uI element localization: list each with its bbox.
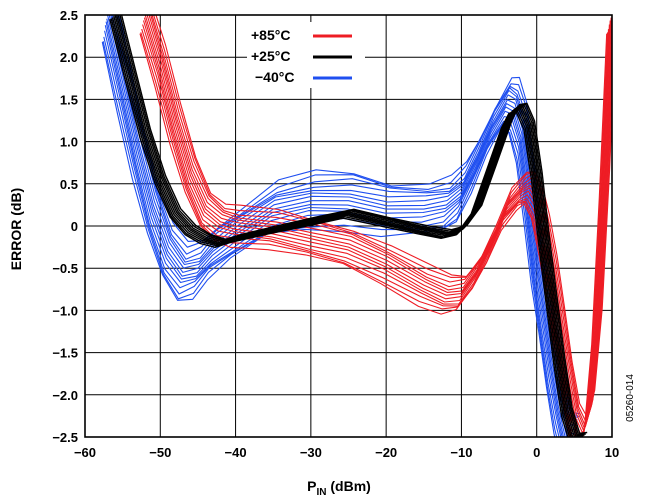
x-axis-title-subscript: IN (317, 487, 327, 497)
series-group (101, 15, 612, 437)
y-tick-label: 2.0 (60, 50, 78, 65)
series-line-85c (153, 15, 612, 424)
series-line-25c (117, 15, 585, 436)
y-tick-labels: 2.5 2.0 1.5 1.0 0.5 0 −0.5 −1.0 −1.5 −2.0 −2.5 (52, 8, 78, 445)
series-line-25c (119, 15, 586, 435)
x-axis-title-unit: (dBm) (327, 478, 371, 494)
x-tick-label: 10 (605, 445, 619, 460)
x-tick-labels: −60 −50 −40 −30 −20 −10 0 10 (74, 445, 619, 460)
series-line-25c (115, 15, 584, 437)
x-tick-label: 0 (533, 445, 540, 460)
y-tick-label: 1.5 (60, 92, 78, 107)
x-tick-label: −20 (375, 445, 397, 460)
series-line-40c (104, 30, 562, 437)
series-line-40c (110, 15, 576, 431)
legend-label-85c: +85°C (251, 27, 290, 43)
y-tick-label: −0.5 (52, 261, 78, 276)
x-axis-title-main: P (307, 478, 316, 494)
y-tick-label: 0.5 (60, 177, 78, 192)
y-tick-label: 0 (71, 219, 78, 234)
series-line-25c (111, 17, 572, 437)
plot-frame (84, 14, 613, 438)
series-line-40c (108, 15, 576, 435)
y-tick-label: −1.0 (52, 303, 78, 318)
series-lines (101, 15, 612, 437)
x-tick-label: −50 (149, 445, 171, 460)
legend-item-minus40c: −40°C (255, 69, 352, 85)
series-line-40c (104, 25, 563, 437)
y-tick-label: 2.5 (60, 8, 78, 23)
series-line-25c (110, 18, 571, 437)
series-line-40c (107, 15, 575, 437)
series-line-40c (105, 21, 564, 437)
series-line-25c (120, 15, 588, 434)
y-tick-label: −2.5 (52, 430, 78, 445)
series-line-25c (109, 19, 569, 437)
y-tick-label: −1.5 (52, 346, 78, 361)
x-tick-label: −40 (225, 445, 247, 460)
legend-item-85c: +85°C (251, 27, 352, 43)
legend-item-25c: +25°C (251, 48, 352, 64)
series-line-85c (146, 15, 612, 435)
y-axis-title: ERROR (dB) (8, 188, 24, 270)
y-tick-label: 1.0 (60, 135, 78, 150)
x-tick-label: −30 (300, 445, 322, 460)
series-line-25c (113, 15, 574, 437)
legend-label-minus40c: −40°C (255, 69, 294, 85)
legend-label-25c: +25°C (251, 48, 290, 64)
figure-id: 05260-014 (625, 374, 636, 422)
series-line-25c (114, 15, 582, 437)
series-line-85c (155, 15, 612, 418)
y-tick-label: −2.0 (52, 388, 78, 403)
series-line-40c (106, 18, 566, 437)
x-tick-label: −60 (74, 445, 96, 460)
x-tick-label: −10 (450, 445, 472, 460)
legend: +85°C +25°C −40°C (247, 22, 365, 88)
x-axis-title: PIN (dBm) (307, 478, 371, 497)
